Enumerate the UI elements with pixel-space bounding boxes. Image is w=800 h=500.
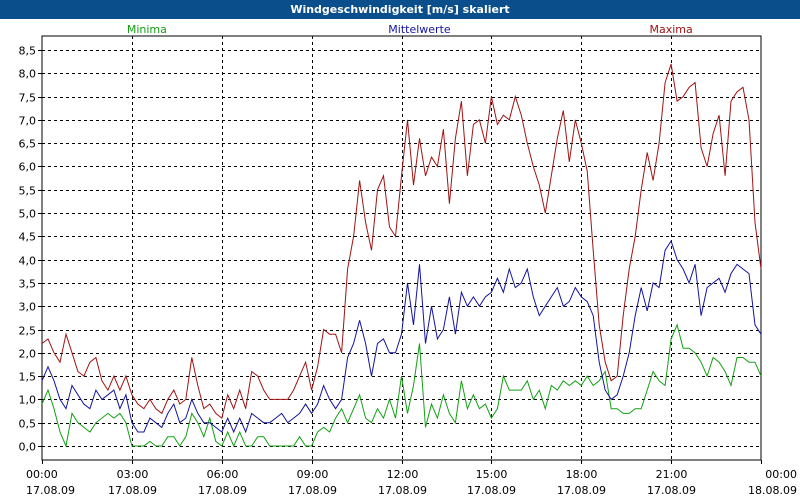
x-tick-date-label: 17.08.09 bbox=[288, 484, 337, 497]
x-tick-time-label: 18:00 bbox=[566, 468, 598, 481]
y-tick-label: 0,0 bbox=[19, 441, 37, 454]
y-tick-label: 3,5 bbox=[19, 278, 37, 291]
x-tick-time-label: 15:00 bbox=[476, 468, 508, 481]
y-tick-label: 7,5 bbox=[19, 92, 37, 105]
y-tick-label: 8,5 bbox=[19, 45, 37, 58]
y-tick-label: 6,0 bbox=[19, 161, 37, 174]
x-tick-date-label: 17.08.09 bbox=[557, 484, 606, 497]
y-tick-label: 7,0 bbox=[19, 115, 37, 128]
series-lines bbox=[41, 63, 762, 448]
x-tick-date-label: 17.08.09 bbox=[108, 484, 157, 497]
x-tick-time-label: 06:00 bbox=[207, 468, 239, 481]
series-labels: Minima Mittelwerte Maxima bbox=[127, 23, 693, 36]
x-tick-time-label: 12:00 bbox=[387, 468, 419, 481]
y-tick-label: 3,0 bbox=[19, 301, 37, 314]
y-axis-ticks: 0,0 0,5 1,0 1,5 2,0 2,5 3,0 3,5 4,0 4,5 5,0 5,5 6,0 6… bbox=[19, 45, 42, 454]
x-tick-time-label: 00:00 bbox=[26, 468, 58, 481]
y-tick-label: 2,0 bbox=[19, 348, 37, 361]
series-line-mittelwerte bbox=[41, 239, 762, 434]
x-tick-time-label: 21:00 bbox=[656, 468, 688, 481]
x-tick-date-label: 17.08.09 bbox=[26, 484, 75, 497]
x-tick-time-label: 03:00 bbox=[117, 468, 149, 481]
plot-frame bbox=[41, 35, 762, 461]
y-tick-label: 0,5 bbox=[19, 418, 37, 431]
x-tick-date-label: 17.08.09 bbox=[198, 484, 247, 497]
x-tick-time-label: 00:00 bbox=[765, 468, 797, 481]
y-tick-label: 1,5 bbox=[19, 371, 37, 384]
y-tick-label: 4,0 bbox=[19, 255, 37, 268]
y-tick-label: 1,0 bbox=[19, 394, 37, 407]
series-label-minima: Minima bbox=[127, 23, 167, 36]
x-tick-date-label: 17.08.09 bbox=[647, 484, 696, 497]
series-line-maxima bbox=[41, 63, 762, 419]
y-tick-label: 5,5 bbox=[19, 185, 37, 198]
x-axis-ticks: 00:00 17.08.09 03:00 17.08.09 06:00 17.08.09 0… bbox=[26, 460, 797, 497]
series-label-maxima: Maxima bbox=[649, 23, 692, 36]
x-tick-date-label: 18.08.09 bbox=[748, 484, 797, 497]
series-line-minima bbox=[41, 323, 762, 448]
series-label-mittelwerte: Mittelwerte bbox=[388, 23, 451, 36]
grid-lines bbox=[42, 36, 761, 460]
y-tick-label: 2,5 bbox=[19, 325, 37, 338]
y-tick-label: 4,5 bbox=[19, 231, 37, 244]
y-tick-label: 6,5 bbox=[19, 138, 37, 151]
y-tick-label: 5,0 bbox=[19, 208, 37, 221]
y-tick-label: 8,0 bbox=[19, 68, 37, 81]
x-tick-date-label: 17.08.09 bbox=[467, 484, 516, 497]
x-tick-date-label: 17.08.09 bbox=[378, 484, 427, 497]
window-title: Windgeschwindigkeit [m/s] skaliert bbox=[0, 0, 800, 19]
x-tick-time-label: 09:00 bbox=[297, 468, 329, 481]
